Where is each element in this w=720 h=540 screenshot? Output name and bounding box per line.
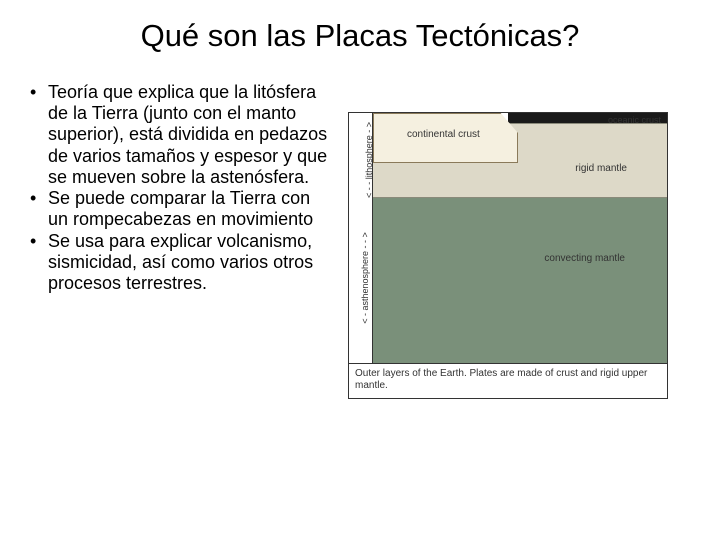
y-axis-asthenosphere-label: < - asthenosphere - - > xyxy=(360,232,370,324)
diagram-column: < - - lithosphere - > < - asthenosphere … xyxy=(348,82,690,399)
bullet-item: Se usa para explicar volcanismo, sismici… xyxy=(30,231,330,295)
oceanic-crust-label: oceanic crust xyxy=(608,115,661,125)
slide: Qué son las Placas Tectónicas? Teoría qu… xyxy=(0,0,720,540)
diagram-caption: Outer layers of the Earth. Plates are ma… xyxy=(349,363,667,398)
bullet-item: Teoría que explica que la litósfera de l… xyxy=(30,82,330,188)
convecting-mantle-label: convecting mantle xyxy=(544,253,625,264)
bullet-item: Se puede comparar la Tierra con un rompe… xyxy=(30,188,330,230)
convecting-mantle-layer xyxy=(373,198,667,363)
rigid-mantle-label: rigid mantle xyxy=(575,163,627,174)
bullet-list: Teoría que explica que la litósfera de l… xyxy=(30,82,330,294)
slide-title: Qué son las Placas Tectónicas? xyxy=(30,18,690,54)
content-row: Teoría que explica que la litósfera de l… xyxy=(30,82,690,399)
text-column: Teoría que explica que la litósfera de l… xyxy=(30,82,330,399)
layers-area: oceanic crust continental crust rigid ma… xyxy=(373,113,667,363)
earth-layers-diagram: < - - lithosphere - > < - asthenosphere … xyxy=(348,112,668,399)
continental-crust-label: continental crust xyxy=(407,129,480,140)
y-axis: < - - lithosphere - > < - asthenosphere … xyxy=(349,113,373,363)
diagram-body: < - - lithosphere - > < - asthenosphere … xyxy=(349,113,667,363)
